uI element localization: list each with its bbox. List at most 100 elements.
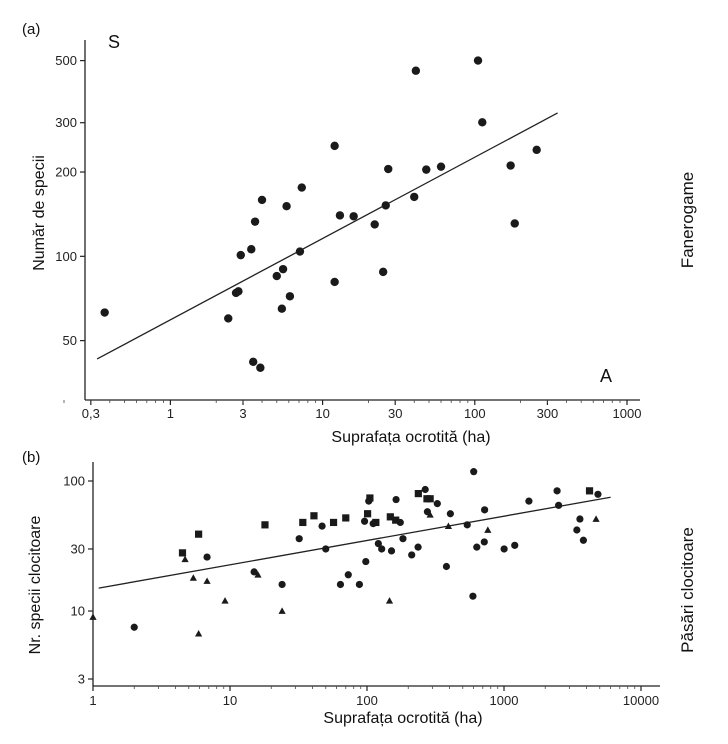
panel-b-label: (b) [22, 449, 40, 466]
data-point-circle [322, 545, 330, 553]
data-point-square [195, 530, 203, 538]
data-point-circle [203, 553, 211, 561]
panel-a-plot: 0,3 1 3 10 30 100 300 1000 50 100 200 300 500 [55, 53, 641, 421]
data-point-circle [500, 545, 508, 553]
data-point-circle [399, 535, 407, 543]
data-point-circle [282, 202, 291, 211]
x-tick-label: 1000 [490, 693, 519, 708]
data-point-circle [355, 580, 363, 589]
data-point-circle [330, 141, 339, 151]
data-point-circle [362, 557, 370, 566]
data-point-circle [511, 541, 519, 549]
data-point-triangle [426, 511, 434, 518]
data-point-circle [481, 506, 489, 514]
data-point-square [392, 516, 400, 524]
data-point-triangle [221, 597, 229, 604]
data-point-circle [224, 314, 233, 323]
data-point-square [261, 521, 269, 529]
data-point-circle [392, 495, 400, 504]
data-point-circle [433, 500, 441, 508]
data-point-triangle [278, 607, 286, 614]
data-point-triangle [385, 597, 394, 604]
data-point-circle [446, 510, 454, 518]
panel-a-corner-s: S [108, 32, 120, 52]
panel-b-x-axis-label: Suprafața ocrotită (ha) [323, 710, 482, 727]
x-tick-label: 100 [356, 693, 378, 708]
y-tick-label: 100 [55, 249, 77, 264]
data-point-square [363, 510, 372, 518]
data-point-circle [470, 468, 478, 476]
x-tick-label: 10 [223, 693, 237, 708]
data-point-triangle [484, 526, 492, 533]
data-point-triangle [89, 613, 97, 620]
data-point-square [299, 518, 307, 527]
y-tick-label: 50 [63, 333, 77, 348]
data-point-circle [278, 580, 286, 589]
data-point-circle [100, 308, 109, 317]
data-point-triangle [181, 555, 189, 563]
panel-b: (b) Păsări clocitoare Suprafața ocrotită… [22, 449, 697, 727]
panel-b-y-axis-label: Nr. specii clocitoare [27, 516, 44, 655]
data-point-circle [278, 264, 288, 274]
data-point-square [342, 514, 350, 522]
x-tick-label: 1000 [613, 406, 642, 421]
data-point-circle [318, 522, 326, 530]
data-point-circle [422, 165, 431, 174]
x-tick-label: 1 [89, 693, 96, 708]
data-point-circle [297, 183, 306, 192]
data-point-circle [381, 201, 390, 210]
x-tick-label: 0,3 [82, 406, 100, 421]
panel-a-side-label: Fanerogame [678, 172, 697, 268]
data-point-circle [234, 287, 243, 296]
data-point-circle [473, 56, 483, 65]
data-point-circle [374, 540, 382, 548]
data-point-triangle [195, 630, 203, 637]
data-point-circle [295, 535, 303, 543]
x-tick-label: 100 [464, 406, 486, 421]
data-point-circle [370, 220, 379, 229]
data-point-circle [532, 145, 541, 155]
data-point-circle [257, 195, 267, 205]
x-tick-label: 30 [388, 406, 402, 421]
panel-b-side-label: Păsări clocitoare [678, 527, 697, 653]
data-point-circle [336, 580, 345, 589]
data-point-circle [250, 568, 258, 576]
regression-line [98, 496, 611, 589]
data-point-circle [510, 219, 519, 228]
data-point-circle [414, 543, 422, 551]
data-point-square [372, 518, 380, 527]
data-point-circle [579, 536, 587, 544]
data-point-circle [387, 547, 396, 555]
data-point-circle [256, 363, 265, 372]
data-point-square [178, 549, 187, 557]
data-point-circle [330, 277, 339, 287]
x-tick-label: 300 [537, 406, 559, 421]
data-point-square [585, 487, 594, 495]
data-point-circle [130, 623, 138, 631]
y-tick-label: 500 [55, 53, 77, 68]
data-point-circle [410, 192, 419, 202]
data-point-circle [247, 245, 256, 254]
data-point-circle [248, 357, 258, 367]
x-tick-label: 3 [239, 406, 246, 421]
y-tick-label: 3 [78, 672, 85, 687]
data-point-circle [594, 490, 602, 498]
data-point-circle [277, 304, 287, 313]
y-tick-label: 10 [71, 604, 85, 619]
y-tick-label: 200 [55, 165, 77, 180]
data-point-square [426, 495, 434, 503]
data-point-circle [480, 538, 488, 546]
data-point-square [414, 489, 422, 498]
y-tick-label: 30 [71, 541, 85, 556]
data-point-circle [442, 562, 451, 571]
data-point-circle [553, 487, 561, 495]
data-point-circle [360, 517, 369, 525]
y-tick-label: 300 [55, 115, 77, 130]
panel-a: (a) S A Fanerogame Suprafața ocrotită (h… [22, 21, 697, 446]
data-point-circle [378, 267, 388, 277]
data-point-circle [506, 161, 515, 170]
data-point-circle [349, 212, 358, 221]
panel-a-label: (a) [22, 21, 40, 38]
data-point-circle [384, 164, 393, 174]
